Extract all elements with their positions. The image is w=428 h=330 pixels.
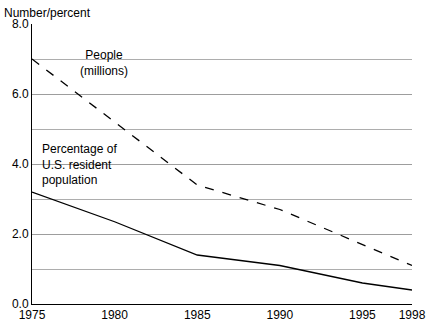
svg-text:1995: 1995 (349, 308, 376, 322)
svg-text:Percentage ofU.S. residentpopu: Percentage ofU.S. residentpopulation (42, 142, 117, 187)
svg-text:8.0: 8.0 (12, 17, 29, 31)
svg-text:1990: 1990 (266, 308, 293, 322)
svg-text:Number/percent: Number/percent (4, 6, 91, 20)
svg-text:4.0: 4.0 (12, 157, 29, 171)
svg-text:1975: 1975 (19, 308, 46, 322)
svg-text:1980: 1980 (101, 308, 128, 322)
svg-text:1998: 1998 (399, 308, 426, 322)
svg-text:People(millions): People(millions) (80, 48, 128, 78)
svg-text:6.0: 6.0 (12, 87, 29, 101)
svg-text:0.0: 0.0 (12, 297, 29, 311)
svg-text:1985: 1985 (184, 308, 211, 322)
svg-text:2.0: 2.0 (12, 227, 29, 241)
